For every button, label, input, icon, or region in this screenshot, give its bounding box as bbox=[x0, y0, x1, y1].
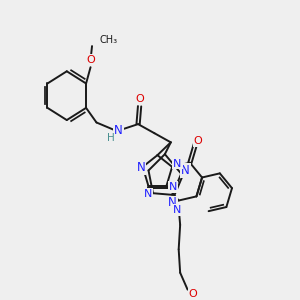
Text: CH₃: CH₃ bbox=[100, 35, 118, 45]
Text: N: N bbox=[169, 182, 177, 192]
Text: O: O bbox=[194, 136, 202, 146]
Text: N: N bbox=[168, 196, 177, 209]
Text: N: N bbox=[181, 164, 190, 177]
Text: O: O bbox=[86, 55, 95, 65]
Text: N: N bbox=[137, 161, 146, 174]
Text: N: N bbox=[114, 124, 123, 137]
Text: H: H bbox=[106, 133, 114, 143]
Text: O: O bbox=[135, 94, 144, 104]
Text: O: O bbox=[189, 289, 197, 298]
Text: N: N bbox=[173, 205, 182, 214]
Text: N: N bbox=[144, 189, 152, 199]
Text: N: N bbox=[173, 159, 182, 169]
